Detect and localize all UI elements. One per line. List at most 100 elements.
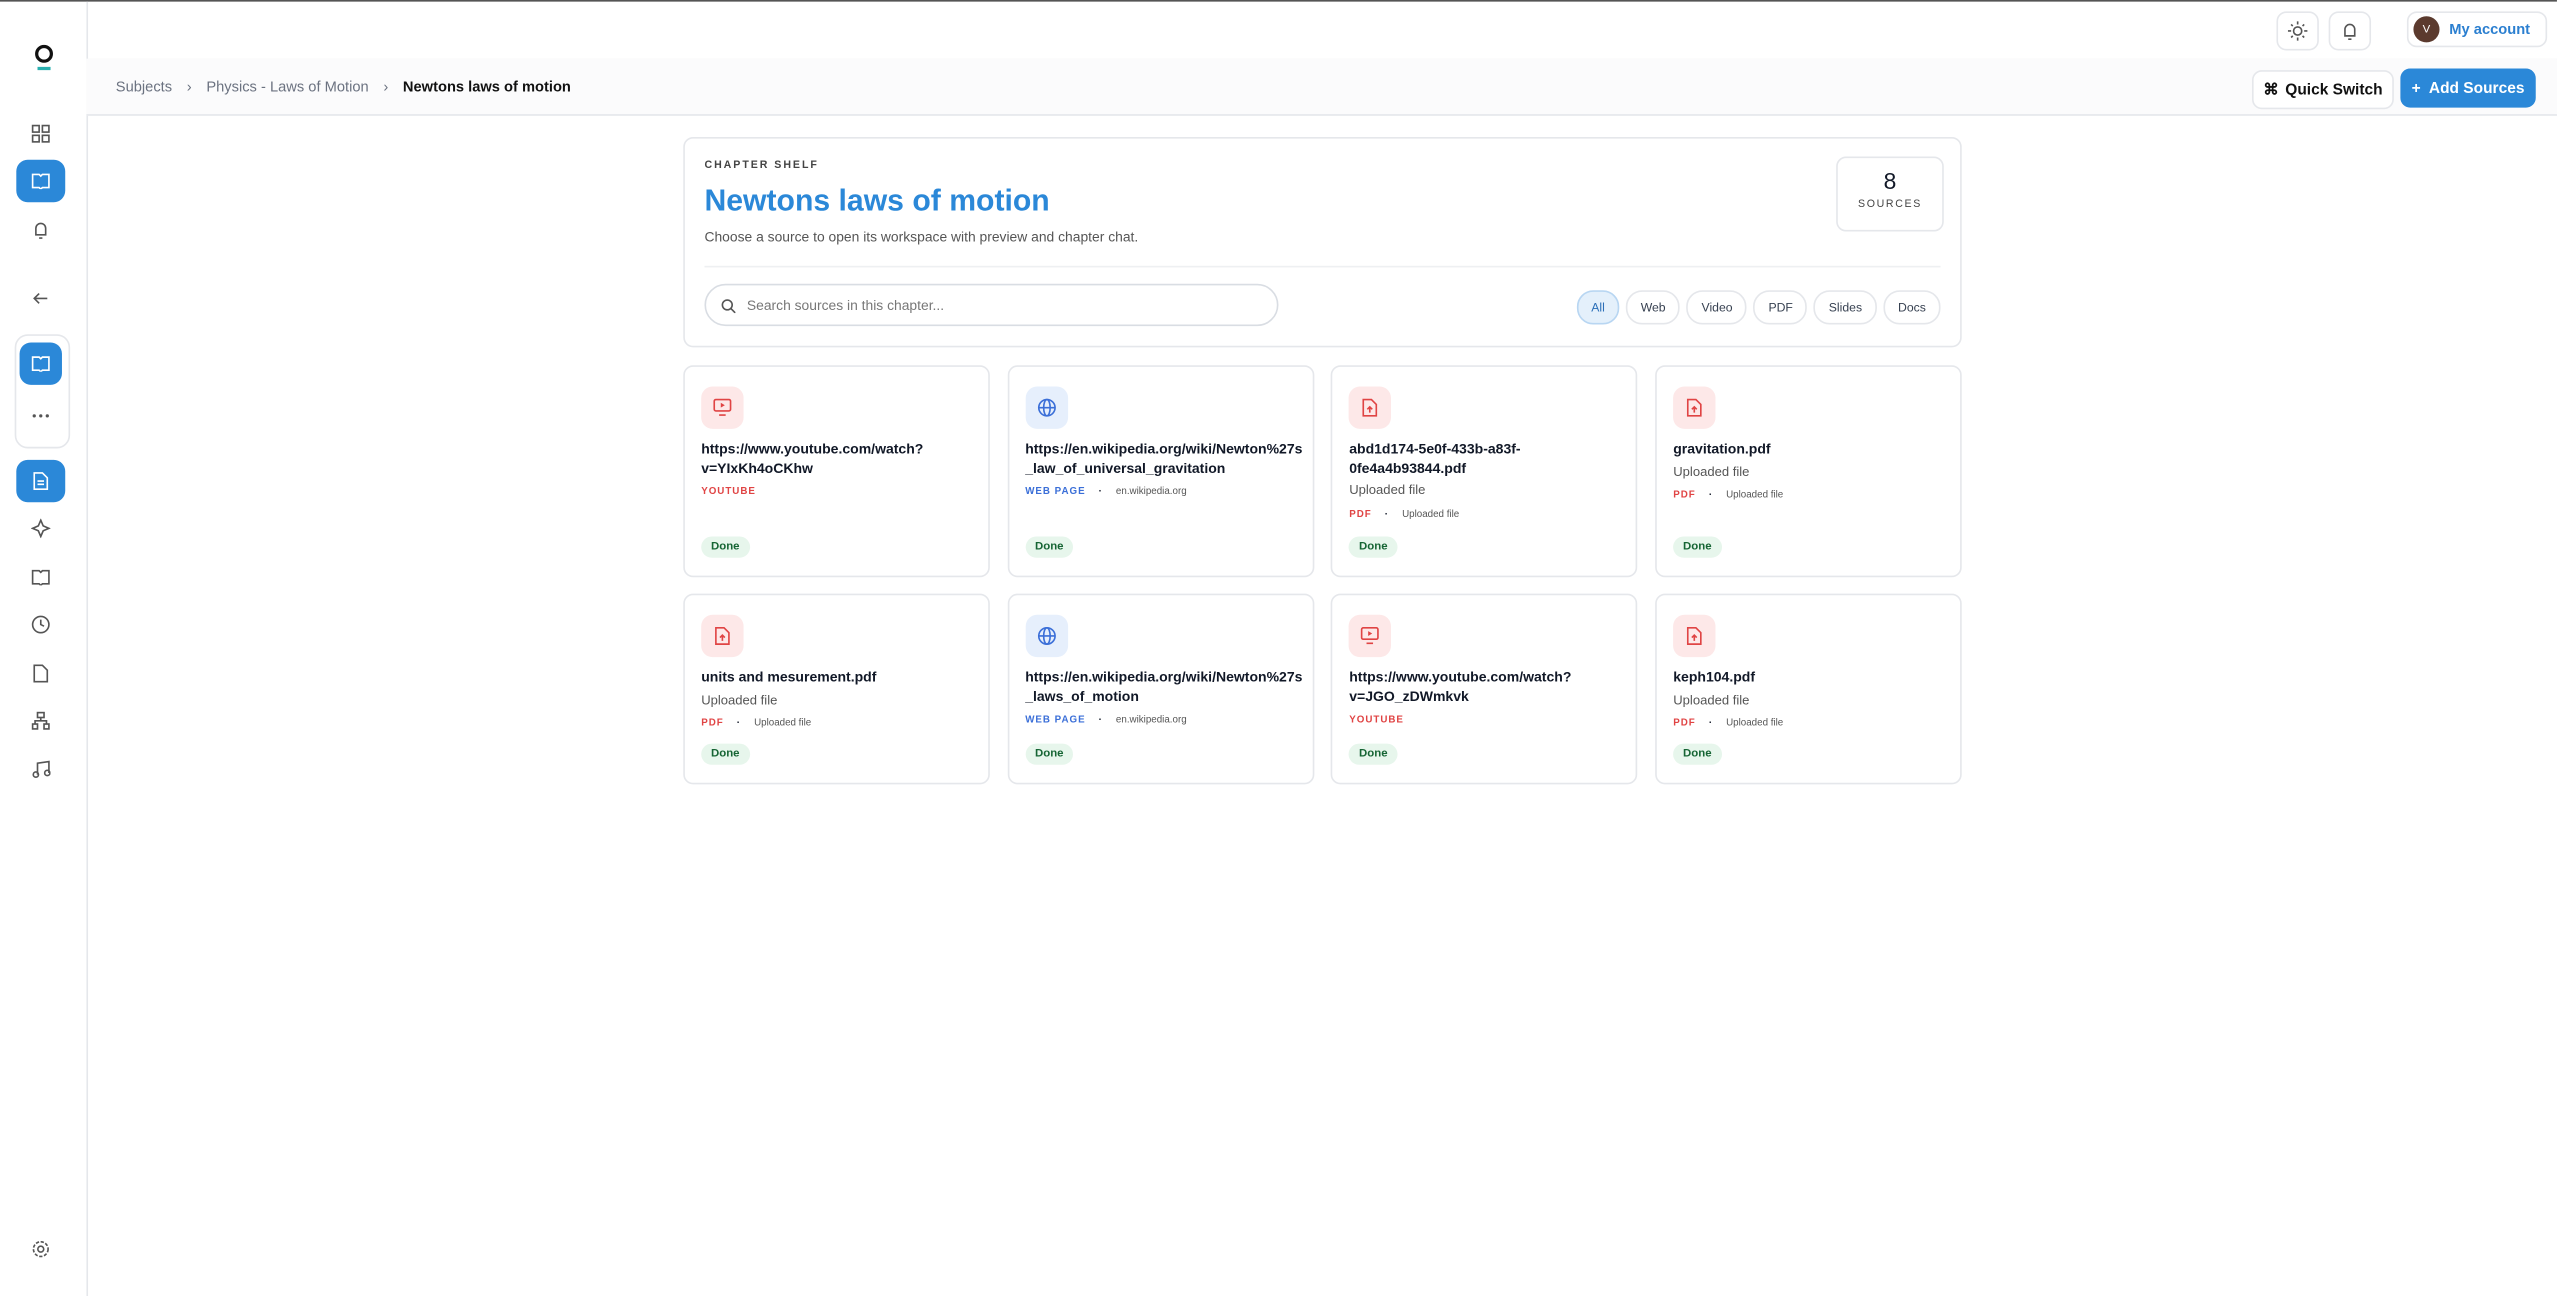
quick-switch-label: Quick Switch xyxy=(2285,80,2383,99)
search-input[interactable]: Search sources in this chapter... xyxy=(704,283,1279,327)
source-tag: PDF xyxy=(1673,719,1696,729)
source-tag: PDF xyxy=(1673,490,1696,501)
sources-button[interactable] xyxy=(16,459,66,503)
source-meta-text: en.wikipedia.org xyxy=(1115,487,1187,498)
history-button[interactable] xyxy=(16,603,65,645)
source-meta: YOUTUBE xyxy=(701,484,978,503)
add-sources-label: Add Sources xyxy=(2428,79,2525,98)
files-button[interactable] xyxy=(16,652,65,694)
source-card[interactable]: https://www.youtube.com/watch?v=JGO_zDWm… xyxy=(1331,593,1638,785)
source-meta: WEB PAGE · en.wikipedia.org xyxy=(1025,713,1302,732)
source-icon xyxy=(1025,386,1068,429)
breadcrumbs: Subjects › Physics - Laws of Motion › Newt… xyxy=(86,58,2557,116)
filter-chip[interactable]: Slides xyxy=(1814,290,1877,325)
source-text: keph104.pdf Uploaded file PDF · Uploaded fil… xyxy=(1673,669,1950,735)
source-tag: WEB PAGE xyxy=(1025,487,1086,498)
source-title: gravitation.pdf xyxy=(1673,440,1771,457)
source-subtitle: Uploaded file xyxy=(701,692,778,707)
source-title: keph104.pdf xyxy=(1673,668,1756,685)
source-icon xyxy=(1673,614,1716,658)
source-card[interactable]: gravitation.pdf Uploaded file PDF · Uploaded… xyxy=(1655,365,1962,578)
source-card[interactable]: https://www.youtube.com/watch?v=YIxKh4oC… xyxy=(683,365,990,578)
more-button[interactable] xyxy=(16,395,65,437)
source-meta: YOUTUBE xyxy=(1349,713,1626,732)
source-meta: PDF · Uploaded file xyxy=(1673,716,1950,735)
settings-button[interactable] xyxy=(16,1228,65,1270)
account-label: My account xyxy=(2449,21,2531,38)
source-meta: PDF · Uploaded file xyxy=(1673,488,1950,507)
status-badge: Done xyxy=(1349,536,1398,558)
back-button[interactable] xyxy=(16,277,65,319)
filter-chip[interactable]: PDF xyxy=(1753,290,1808,325)
source-subtitle: Uploaded file xyxy=(1349,482,1426,498)
source-subtitle: Uploaded file xyxy=(1673,463,1750,479)
source-icon xyxy=(701,614,744,658)
logo xyxy=(35,44,53,71)
separator: · xyxy=(1098,487,1103,498)
account-menu[interactable]: V My account xyxy=(2406,11,2548,48)
mindmap-button[interactable] xyxy=(16,700,65,742)
filter-chip[interactable]: Docs xyxy=(1883,290,1941,325)
source-card[interactable]: https://en.wikipedia.org/wiki/Newton%27s… xyxy=(1007,365,1314,578)
source-tag: YOUTUBE xyxy=(1349,715,1404,726)
source-text: gravitation.pdf Uploaded file PDF · Uploaded… xyxy=(1673,440,1950,506)
source-meta-text: en.wikipedia.org xyxy=(1115,715,1187,726)
shelf-description: Choose a source to open its workspace wi… xyxy=(704,228,1139,245)
source-text: units and mesurement.pdf Uploaded file PDF… xyxy=(701,669,978,735)
chapter-button[interactable] xyxy=(19,342,62,385)
ai-button[interactable] xyxy=(16,507,65,549)
status-badge: Done xyxy=(1025,536,1074,558)
source-card[interactable]: keph104.pdf Uploaded file PDF · Uploaded fil… xyxy=(1655,593,1962,785)
search-placeholder: Search sources in this chapter... xyxy=(746,296,945,314)
theme-toggle[interactable] xyxy=(2276,11,2319,51)
subjects-button[interactable] xyxy=(16,159,66,203)
filter-chip[interactable]: Web xyxy=(1626,290,1681,325)
sidebar-group xyxy=(14,334,71,449)
breadcrumb: Newtons laws of motion xyxy=(402,78,571,95)
add-sources-button[interactable]: + Add Sources xyxy=(2400,68,2536,108)
shelf-title: Newtons laws of motion xyxy=(704,182,1050,217)
notifications[interactable] xyxy=(2328,11,2372,51)
source-icon xyxy=(1673,386,1716,429)
separator: · xyxy=(1098,715,1103,726)
source-subtitle: Uploaded file xyxy=(1673,692,1750,707)
source-title: https://en.wikipedia.org/wiki/Newton%27s… xyxy=(1025,668,1303,704)
top-bar: V My account xyxy=(86,2,2557,61)
source-card[interactable]: units and mesurement.pdf Uploaded file PDF… xyxy=(683,593,990,785)
source-title: https://www.youtube.com/watch?v=YIxKh4oC… xyxy=(701,440,924,476)
filter-chip[interactable]: Video xyxy=(1686,290,1748,325)
source-card[interactable]: https://en.wikipedia.org/wiki/Newton%27s… xyxy=(1007,593,1314,785)
sidebar xyxy=(0,1,89,1296)
breadcrumb[interactable]: Subjects xyxy=(115,78,173,95)
source-meta-text: Uploaded file xyxy=(754,719,812,729)
status-badge: Done xyxy=(701,743,750,765)
filter-chip[interactable]: All xyxy=(1576,290,1620,325)
source-text: https://www.youtube.com/watch?v=YIxKh4oC… xyxy=(701,440,978,503)
separator: · xyxy=(736,719,742,729)
source-title: https://en.wikipedia.org/wiki/Newton%27s… xyxy=(1025,440,1303,476)
quick-switch-button[interactable]: ⌘ Quick Switch xyxy=(2251,70,2394,110)
chapter-shelf: CHAPTER SHELF Newtons laws of motion Cho… xyxy=(683,136,1962,348)
source-title: https://www.youtube.com/watch?v=JGO_zDWm… xyxy=(1349,668,1572,704)
status-badge: Done xyxy=(1673,536,1722,558)
filter-chips: All Web Video PDF Slides Docs xyxy=(1576,290,1941,325)
avatar: V xyxy=(2413,16,2440,43)
notifications-button[interactable] xyxy=(16,209,65,251)
source-meta-text: Uploaded file xyxy=(1726,719,1784,729)
source-text: https://www.youtube.com/watch?v=JGO_zDWm… xyxy=(1349,669,1626,732)
separator: · xyxy=(1708,490,1714,501)
source-text: abd1d174-5e0f-433b-a83f-0fe4a4b93844.pdf… xyxy=(1349,440,1626,525)
source-card[interactable]: abd1d174-5e0f-433b-a83f-0fe4a4b93844.pdf… xyxy=(1331,365,1638,578)
notes-button[interactable] xyxy=(16,556,65,598)
source-count: 8 SOURCES xyxy=(1836,156,1944,232)
audio-button[interactable] xyxy=(16,748,65,790)
dashboard-button[interactable] xyxy=(16,113,65,155)
source-icon xyxy=(1025,614,1068,658)
breadcrumb[interactable]: Physics - Laws of Motion xyxy=(206,78,369,95)
status-badge: Done xyxy=(1673,743,1722,765)
source-tag: PDF xyxy=(1349,509,1372,520)
status-badge: Done xyxy=(701,536,750,558)
source-icon xyxy=(1349,386,1392,429)
